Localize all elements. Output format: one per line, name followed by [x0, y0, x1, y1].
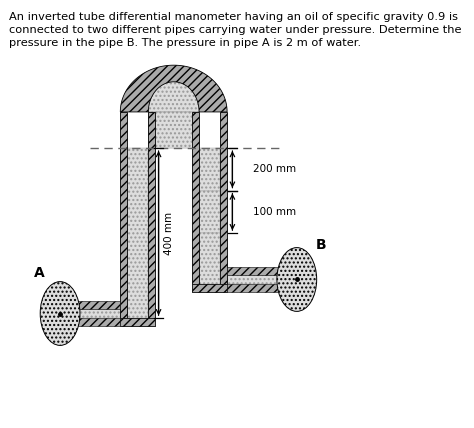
Polygon shape	[120, 65, 227, 112]
Bar	[199, 148, 220, 190]
Bar	[192, 112, 199, 284]
Bar	[74, 301, 120, 309]
Bar	[199, 233, 220, 284]
Text: 100 mm: 100 mm	[253, 207, 296, 217]
Bar	[199, 190, 220, 233]
Bar	[148, 112, 155, 318]
Bar	[120, 112, 127, 318]
Ellipse shape	[40, 282, 80, 345]
Bar	[220, 112, 227, 284]
Bar	[127, 148, 148, 318]
Text: A: A	[34, 266, 45, 280]
Bar	[192, 284, 227, 292]
Bar	[78, 309, 127, 318]
Ellipse shape	[277, 247, 317, 312]
Text: 400 mm: 400 mm	[164, 211, 174, 255]
Text: B: B	[316, 238, 327, 253]
Bar	[227, 275, 278, 284]
Bar	[192, 284, 283, 292]
Text: An inverted tube differential manometer having an oil of specific gravity 0.9 is: An inverted tube differential manometer …	[9, 12, 462, 48]
Bar	[227, 267, 283, 275]
Polygon shape	[148, 82, 199, 148]
Text: 200 mm: 200 mm	[253, 164, 296, 174]
Bar	[74, 318, 155, 326]
Bar	[120, 318, 155, 326]
